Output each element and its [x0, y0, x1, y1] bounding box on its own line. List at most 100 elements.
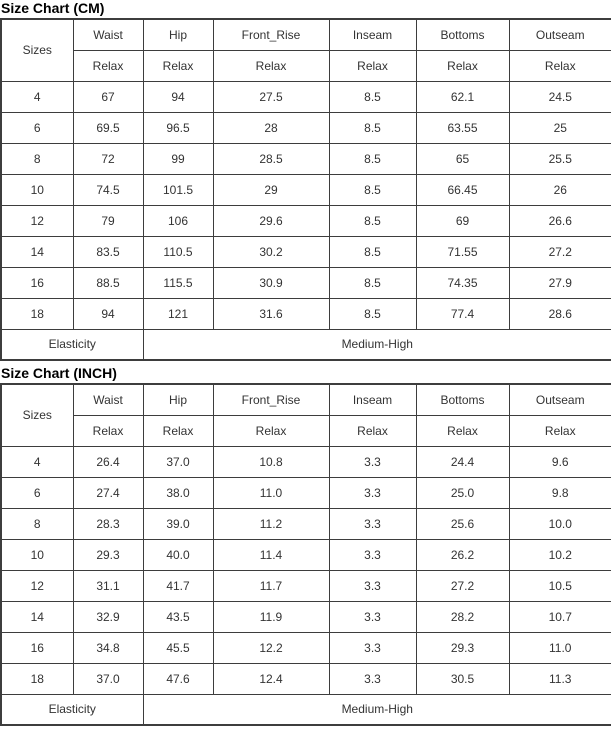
size-cell: 8: [0, 142, 74, 175]
measurement-cell: 88.5: [72, 266, 144, 299]
measurement-cell: 106: [142, 204, 214, 237]
measurement-cell: 10.5: [508, 569, 611, 602]
measurement-cell: 28.3: [72, 507, 144, 540]
measurement-cell: 11.0: [212, 476, 330, 509]
measurement-cell: 47.6: [142, 662, 214, 695]
fit-header-cell: Relax: [212, 49, 330, 82]
measurement-cell: 3.3: [328, 631, 417, 664]
measurement-cell: 62.1: [415, 80, 510, 113]
fit-header-cell: Relax: [142, 414, 214, 447]
measurement-cell: 11.2: [212, 507, 330, 540]
size-chart-inch-section: Size Chart (INCH) Sizes Waist Hip Front_…: [0, 365, 611, 726]
measurement-cell: 43.5: [142, 600, 214, 633]
measurement-cell: 115.5: [142, 266, 214, 299]
fit-header-row: Relax Relax Relax Relax Relax Relax: [1, 49, 611, 82]
measurement-cell: 29.3: [72, 538, 144, 571]
elasticity-row: Elasticity Medium-High: [0, 328, 611, 361]
fit-header-cell: Relax: [508, 414, 611, 447]
measurement-cell: 37.0: [72, 662, 144, 695]
measurement-cell: 28.2: [415, 600, 510, 633]
measurement-cell: 30.9: [212, 266, 330, 299]
fit-header-cell: Relax: [212, 414, 330, 447]
size-table-row: 16 88.5 115.5 30.9 8.5 74.35 27.9: [0, 266, 611, 299]
measurement-cell: 8.5: [328, 266, 417, 299]
measurement-cell: 27.5: [212, 80, 330, 113]
measurement-cell: 30.2: [212, 235, 330, 268]
fit-header-cell: Relax: [72, 49, 144, 82]
hip-column-header: Hip: [142, 18, 214, 51]
size-table-row: 12 79 106 29.6 8.5 69 26.6: [0, 204, 611, 237]
size-cell: 4: [0, 445, 74, 478]
measurement-cell: 27.2: [508, 235, 611, 268]
size-table-row: 6 27.4 38.0 11.0 3.3 25.0 9.8: [0, 476, 611, 509]
size-rows-body: 4 67 94 27.5 8.5 62.1 24.5 6 69.5 96.5 28 8.5 63.55 2…: [0, 80, 611, 330]
size-table-row: 16 34.8 45.5 12.2 3.3 29.3 11.0: [0, 631, 611, 664]
fit-header-cell: Relax: [72, 414, 144, 447]
waist-column-header: Waist: [72, 18, 144, 51]
measurement-cell: 63.55: [415, 111, 510, 144]
measurement-cell: 37.0: [142, 445, 214, 478]
measurement-cell: 10.0: [508, 507, 611, 540]
size-table-row: 10 74.5 101.5 29 8.5 66.45 26: [0, 173, 611, 206]
size-table-row: 6 69.5 96.5 28 8.5 63.55 25: [0, 111, 611, 144]
measurement-cell: 12.4: [212, 662, 330, 695]
measurement-cell: 31.1: [72, 569, 144, 602]
measurement-cell: 83.5: [72, 235, 144, 268]
measurement-cell: 3.3: [328, 538, 417, 571]
measurement-cell: 26.4: [72, 445, 144, 478]
measurement-cell: 69.5: [72, 111, 144, 144]
measurement-cell: 41.7: [142, 569, 214, 602]
elasticity-value: Medium-High: [142, 693, 611, 726]
measurement-cell: 8.5: [328, 142, 417, 175]
measurement-cell: 31.6: [212, 297, 330, 330]
inseam-column-header: Inseam: [328, 383, 417, 416]
measurement-cell: 8.5: [328, 80, 417, 113]
measurement-cell: 29: [212, 173, 330, 206]
measurement-cell: 3.3: [328, 445, 417, 478]
measurement-cell: 3.3: [328, 569, 417, 602]
size-cell: 18: [0, 297, 74, 330]
measurement-cell: 26: [508, 173, 611, 206]
measurement-cell: 9.8: [508, 476, 611, 509]
measurement-cell: 67: [72, 80, 144, 113]
size-table-row: 8 72 99 28.5 8.5 65 25.5: [0, 142, 611, 175]
measurement-cell: 34.8: [72, 631, 144, 664]
size-table-row: 8 28.3 39.0 11.2 3.3 25.6 10.0: [0, 507, 611, 540]
measurement-cell: 40.0: [142, 538, 214, 571]
measurement-cell: 27.9: [508, 266, 611, 299]
size-table-row: 18 37.0 47.6 12.4 3.3 30.5 11.3: [0, 662, 611, 695]
measure-header-row: Sizes Waist Hip Front_Rise Inseam Bottom…: [0, 383, 611, 447]
measurement-cell: 8.5: [328, 235, 417, 268]
measurement-cell: 38.0: [142, 476, 214, 509]
outseam-column-header: Outseam: [508, 18, 611, 51]
measurement-cell: 8.5: [328, 173, 417, 206]
measurement-cell: 72: [72, 142, 144, 175]
hip-column-header: Hip: [142, 383, 214, 416]
measurement-cell: 110.5: [142, 235, 214, 268]
size-cell: 14: [0, 600, 74, 633]
size-rows-body: 4 26.4 37.0 10.8 3.3 24.4 9.6 6 27.4 38.0 11.0 3.3 2…: [0, 445, 611, 695]
measurement-cell: 66.45: [415, 173, 510, 206]
measurement-cell: 94: [142, 80, 214, 113]
measurement-cell: 11.9: [212, 600, 330, 633]
fit-header-cell: Relax: [142, 49, 214, 82]
size-table-row: 10 29.3 40.0 11.4 3.3 26.2 10.2: [0, 538, 611, 571]
size-cell: 12: [0, 204, 74, 237]
measurement-cell: 69: [415, 204, 510, 237]
size-cell: 6: [0, 111, 74, 144]
bottoms-column-header: Bottoms: [415, 383, 510, 416]
inseam-column-header: Inseam: [328, 18, 417, 51]
measurement-cell: 45.5: [142, 631, 214, 664]
measurement-cell: 10.8: [212, 445, 330, 478]
elasticity-label: Elasticity: [0, 693, 144, 726]
measurement-cell: 26.2: [415, 538, 510, 571]
measurement-cell: 96.5: [142, 111, 214, 144]
measurement-cell: 11.0: [508, 631, 611, 664]
size-cell: 10: [0, 173, 74, 206]
measurement-cell: 8.5: [328, 204, 417, 237]
size-chart-cm-section: Size Chart (CM) Sizes Waist Hip Front_Ri…: [0, 0, 611, 361]
size-cell: 16: [0, 631, 74, 664]
measurement-cell: 28: [212, 111, 330, 144]
size-cell: 14: [0, 235, 74, 268]
measurement-cell: 3.3: [328, 476, 417, 509]
